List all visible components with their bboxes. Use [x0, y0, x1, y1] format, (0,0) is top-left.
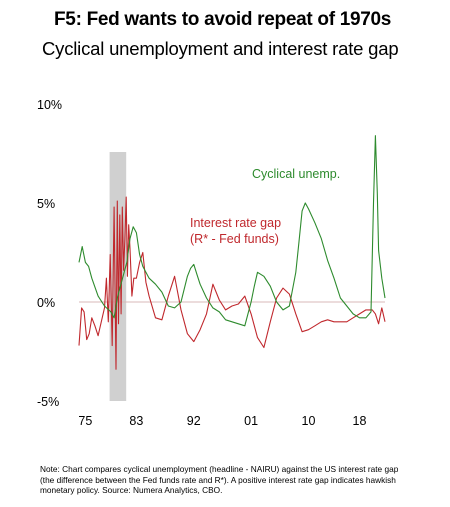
x-tick-label: 83: [129, 414, 143, 428]
y-tick-label: 10%: [37, 98, 62, 112]
series-label-gap: Interest rate gap: [190, 216, 281, 230]
chart-note: Note: Chart compares cyclical unemployme…: [40, 464, 399, 495]
series-line-gap: [78, 196, 386, 370]
series-label-layer: Cyclical unemp. Interest rate gap (R* - Fe…: [190, 167, 340, 246]
y-tick-label: 5%: [37, 197, 55, 211]
series-layer: [78, 135, 386, 370]
series-label-gap: (R* - Fed funds): [190, 232, 279, 246]
series-line-unemp: [78, 135, 386, 327]
x-tick-label: 01: [244, 414, 258, 428]
chart-subtitle: Cyclical unemployment and interest rate …: [42, 38, 399, 59]
y-tick-layer: 10% 5% 0% -5%: [37, 98, 62, 409]
x-tick-layer: 75 83 92 01 10 18: [78, 414, 366, 428]
series-label-unemp: Cyclical unemp.: [252, 167, 340, 181]
chart-title: F5: Fed wants to avoid repeat of 1970s: [54, 9, 392, 30]
x-tick-label: 75: [78, 414, 92, 428]
x-tick-label: 92: [187, 414, 201, 428]
y-tick-label: -5%: [37, 395, 59, 409]
x-tick-label: 18: [353, 414, 367, 428]
y-tick-label: 0%: [37, 296, 55, 310]
x-tick-label: 10: [302, 414, 316, 428]
